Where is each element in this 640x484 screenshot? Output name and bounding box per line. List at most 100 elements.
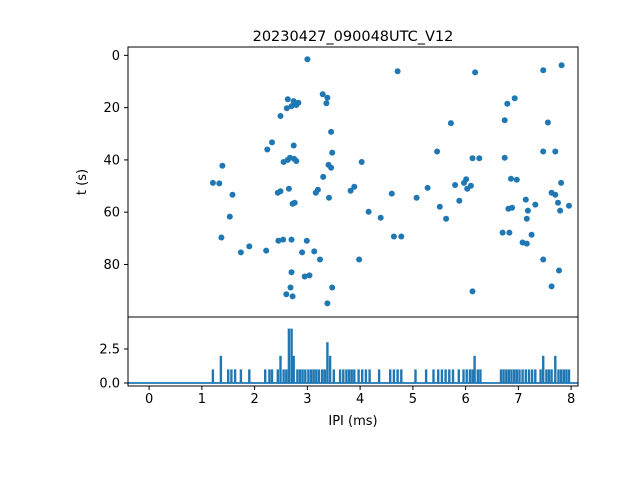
histogram-bar [534, 369, 537, 383]
histogram-bar [211, 369, 215, 383]
scatter-point [317, 256, 323, 263]
scatter-point [328, 128, 335, 135]
histogram-bar [389, 369, 392, 383]
histogram-bar [527, 369, 531, 383]
scatter-point [293, 102, 300, 108]
scatter-points-group [209, 56, 572, 307]
histogram-bar [542, 355, 545, 383]
histogram-bar [317, 369, 321, 383]
xtick-label: 0 [145, 392, 153, 407]
histogram-bar [502, 369, 505, 383]
histogram-bar [448, 369, 451, 383]
histogram-bar [440, 369, 444, 383]
scatter-point [424, 184, 431, 191]
histogram-bar [396, 369, 399, 383]
scatter-point [388, 190, 395, 197]
scatter-point [218, 234, 225, 241]
scatter-point [351, 183, 358, 190]
scatter-point [436, 203, 443, 210]
scatter-point [524, 207, 531, 214]
scatter-point [413, 194, 420, 201]
histogram-bars-group [128, 328, 578, 384]
histogram-bar [524, 369, 527, 383]
histogram-bar [264, 369, 267, 383]
histogram-bar [321, 369, 324, 383]
scatter-point [263, 247, 270, 254]
scatter-point [469, 155, 476, 162]
ytick-label: 20 [103, 101, 120, 116]
histogram-bar [559, 369, 563, 383]
histogram-bar [296, 369, 299, 383]
histogram-bar [312, 369, 315, 383]
scatter-point [558, 62, 565, 69]
histogram-bar [473, 355, 476, 383]
scatter-point [476, 155, 483, 162]
hist-xlabel: IPI (ms) [328, 414, 377, 429]
scatter-axes-spines [127, 46, 579, 318]
scatter-point [523, 215, 530, 222]
histogram-bar [298, 369, 302, 383]
scatter-point [555, 199, 561, 206]
scatter-point [311, 248, 318, 255]
scatter-point [456, 197, 463, 204]
scatter-point [398, 233, 405, 240]
histogram-bar [248, 369, 251, 383]
histogram-bar [457, 369, 460, 383]
histogram-bar [287, 328, 291, 383]
scatter-point [288, 103, 295, 110]
scatter-point [229, 191, 236, 198]
xtick-label: 6 [461, 392, 469, 407]
scatter-point [390, 233, 397, 240]
scatter-point [219, 162, 226, 169]
histogram-bar [462, 369, 465, 383]
histogram-bar [510, 369, 513, 383]
scatter-point [277, 188, 284, 195]
scatter-point [323, 100, 330, 107]
scatter-point [303, 237, 310, 244]
histogram-bar [468, 369, 472, 383]
scatter-point [216, 180, 223, 187]
histogram-bar [530, 369, 534, 383]
histogram-bar [233, 369, 237, 383]
histogram-bar [424, 369, 428, 383]
histogram-bar [364, 369, 368, 383]
scatter-point [464, 185, 471, 192]
scatter-point [394, 68, 401, 75]
histogram-bar [292, 355, 295, 383]
scatter-point [447, 120, 454, 127]
scatter-point [552, 148, 559, 155]
scatter-point [314, 186, 321, 193]
histogram-bar [345, 369, 348, 383]
histogram-bar [392, 369, 396, 383]
scatter-point [237, 249, 244, 256]
scatter-point [472, 69, 479, 76]
histogram-bar [285, 369, 288, 383]
histogram-bar [315, 369, 318, 383]
scatter-point [528, 231, 535, 238]
scatter-point [377, 214, 384, 221]
scatter-point [548, 283, 555, 290]
histogram-bar [350, 369, 353, 383]
histogram-bar [301, 369, 304, 383]
chart-title: 20230427_090048UTC_V12 [253, 29, 454, 45]
histogram-bar [377, 369, 381, 383]
scatter-point [452, 182, 459, 188]
histogram-bar [270, 369, 274, 383]
histogram-bar [268, 369, 271, 383]
scatter-point [522, 196, 529, 203]
scatter-point [283, 105, 290, 112]
scatter-point [319, 91, 326, 98]
histogram-bar [479, 369, 482, 383]
histogram-bar [432, 369, 435, 383]
scatter-point [504, 100, 511, 107]
ytick-label: 80 [103, 258, 120, 273]
histogram-bar [451, 369, 455, 383]
scatter-point [501, 117, 508, 124]
scatter-point [540, 67, 547, 74]
scatter-point [304, 56, 311, 63]
scatter-point [556, 267, 562, 274]
scatter-point [269, 139, 275, 146]
scatter-point [540, 256, 547, 263]
scatter-point [284, 96, 291, 103]
scatter-point [552, 191, 559, 198]
